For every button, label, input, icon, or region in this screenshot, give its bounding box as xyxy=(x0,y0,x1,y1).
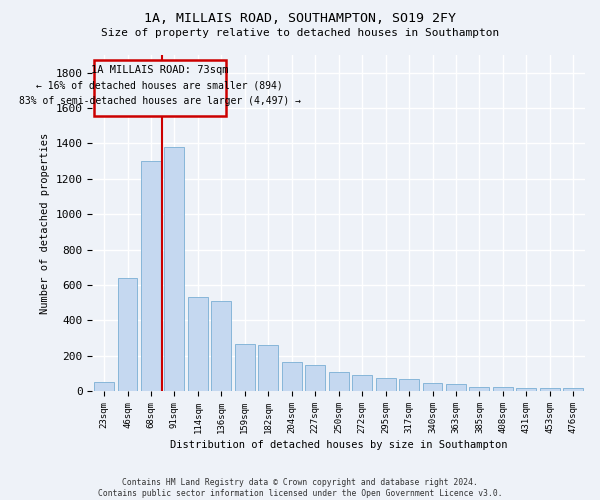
Text: 83% of semi-detached houses are larger (4,497) →: 83% of semi-detached houses are larger (… xyxy=(19,96,301,106)
Bar xyxy=(469,386,490,391)
Bar xyxy=(493,386,513,391)
Bar xyxy=(94,382,114,391)
FancyBboxPatch shape xyxy=(94,60,226,116)
Bar xyxy=(329,372,349,391)
Bar xyxy=(305,366,325,391)
Y-axis label: Number of detached properties: Number of detached properties xyxy=(40,132,50,314)
Bar xyxy=(446,384,466,391)
Bar xyxy=(118,278,137,391)
X-axis label: Distribution of detached houses by size in Southampton: Distribution of detached houses by size … xyxy=(170,440,508,450)
Bar xyxy=(259,345,278,391)
Text: Size of property relative to detached houses in Southampton: Size of property relative to detached ho… xyxy=(101,28,499,38)
Text: 1A MILLAIS ROAD: 73sqm: 1A MILLAIS ROAD: 73sqm xyxy=(91,65,229,75)
Bar xyxy=(235,344,255,391)
Bar xyxy=(422,383,442,391)
Bar xyxy=(141,161,161,391)
Bar xyxy=(211,301,232,391)
Text: ← 16% of detached houses are smaller (894): ← 16% of detached houses are smaller (89… xyxy=(37,80,283,90)
Bar xyxy=(563,388,583,391)
Text: 1A, MILLAIS ROAD, SOUTHAMPTON, SO19 2FY: 1A, MILLAIS ROAD, SOUTHAMPTON, SO19 2FY xyxy=(144,12,456,26)
Bar xyxy=(399,378,419,391)
Bar xyxy=(376,378,395,391)
Bar xyxy=(517,388,536,391)
Bar xyxy=(540,388,560,391)
Bar xyxy=(352,375,372,391)
Bar xyxy=(282,362,302,391)
Bar xyxy=(164,147,184,391)
Bar xyxy=(188,298,208,391)
Text: Contains HM Land Registry data © Crown copyright and database right 2024.
Contai: Contains HM Land Registry data © Crown c… xyxy=(98,478,502,498)
